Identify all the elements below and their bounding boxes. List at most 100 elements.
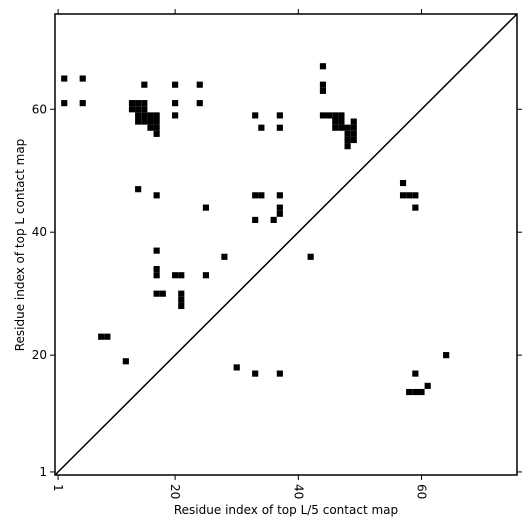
contact-cell <box>252 216 259 223</box>
contact-cell <box>258 124 265 131</box>
contact-cell <box>252 370 259 377</box>
contact-cell <box>344 143 351 150</box>
contact-cell <box>332 112 339 119</box>
contact-cell <box>443 352 450 359</box>
contact-cell <box>196 81 203 88</box>
contact-cell <box>319 81 327 88</box>
contact-cell <box>350 136 357 144</box>
contact-cell <box>424 382 431 389</box>
contact-cell <box>135 112 142 119</box>
contact-cell <box>412 370 419 377</box>
contact-cell <box>153 272 160 279</box>
contact-cell <box>276 370 283 377</box>
contact-cell <box>332 124 339 131</box>
contact-cell <box>350 124 357 131</box>
contact-cell <box>418 388 425 396</box>
x-tick-label: 40 <box>291 484 305 499</box>
contact-cell <box>233 364 240 371</box>
contact-cell <box>172 81 179 88</box>
contact-cell <box>141 100 148 107</box>
contact-cell <box>172 112 179 119</box>
contact-cell <box>276 210 283 217</box>
contact-cell <box>135 106 142 113</box>
contact-cell <box>178 296 185 303</box>
x-axis-label: Residue index of top L/5 contact map <box>174 503 398 517</box>
x-tick-label: 60 <box>415 484 429 499</box>
contact-cell <box>147 112 154 119</box>
contact-cell <box>153 192 160 199</box>
y-tick-label: 60 <box>32 102 47 116</box>
y-axis-label: Residue index of top L contact map <box>13 139 27 352</box>
contact-cell <box>319 87 327 94</box>
contact-cell <box>141 106 148 113</box>
x-tick-label: 20 <box>168 484 182 499</box>
y-tick-label: 40 <box>32 225 47 239</box>
contact-cell <box>196 100 203 107</box>
contact-cell <box>344 130 351 137</box>
contact-cell <box>135 118 142 125</box>
contact-cell <box>153 118 160 125</box>
contact-cell <box>338 124 345 131</box>
contact-cell <box>258 192 265 199</box>
contact-cell <box>172 100 179 107</box>
contact-cell <box>344 136 351 144</box>
contact-cell <box>276 204 283 211</box>
contact-cell <box>406 192 413 199</box>
contact-cell <box>79 100 86 107</box>
contact-cell <box>399 192 407 199</box>
contact-cell <box>135 100 142 107</box>
contact-cell <box>141 118 148 125</box>
diagonal-line <box>54 13 518 476</box>
contact-cell <box>350 130 357 137</box>
contact-cell <box>338 112 345 119</box>
contact-cell <box>153 290 160 297</box>
contact-cell <box>159 290 166 297</box>
contact-cell <box>61 100 68 107</box>
contact-cell <box>153 124 160 131</box>
contact-cell <box>98 333 105 340</box>
contact-cell <box>332 118 339 125</box>
contact-cell <box>344 124 351 131</box>
contact-cell <box>61 75 68 82</box>
contact-cell <box>412 204 419 211</box>
contact-cell <box>319 112 327 119</box>
contact-cell <box>319 63 327 70</box>
contact-cell <box>147 124 154 131</box>
contact-cell <box>412 192 419 199</box>
contact-cell <box>122 358 129 365</box>
contact-cell <box>79 75 86 82</box>
contact-cell <box>178 302 185 310</box>
contact-cell <box>412 388 419 396</box>
contact-cell <box>252 112 259 119</box>
contact-cell <box>153 130 160 137</box>
contact-cell <box>153 247 160 254</box>
contact-cell <box>178 272 185 279</box>
contact-cell <box>202 204 209 211</box>
contact-cell <box>276 192 283 199</box>
y-tick-label: 1 <box>39 465 47 479</box>
plot-frame <box>54 13 518 476</box>
contact-cell <box>128 100 136 107</box>
contact-cell <box>202 272 209 279</box>
contact-cell <box>153 112 160 119</box>
contact-cell <box>135 186 142 193</box>
contact-cell <box>406 388 413 396</box>
contact-cell <box>326 112 333 119</box>
contact-cell <box>141 112 148 119</box>
contact-cell <box>128 106 136 113</box>
contact-cell <box>399 179 407 187</box>
contact-cell <box>270 216 277 223</box>
x-tick-label: 1 <box>51 484 65 492</box>
contact-cell <box>104 333 111 340</box>
contact-cell <box>338 118 345 125</box>
contact-cell <box>172 272 179 279</box>
contact-cell <box>221 253 228 260</box>
contact-cell <box>141 81 148 88</box>
y-tick-label: 20 <box>32 348 47 362</box>
contact-cell <box>276 124 283 131</box>
contact-cell <box>153 266 160 273</box>
contact-cell <box>276 112 283 119</box>
contact-cell <box>252 192 259 199</box>
contact-cell <box>147 118 154 125</box>
